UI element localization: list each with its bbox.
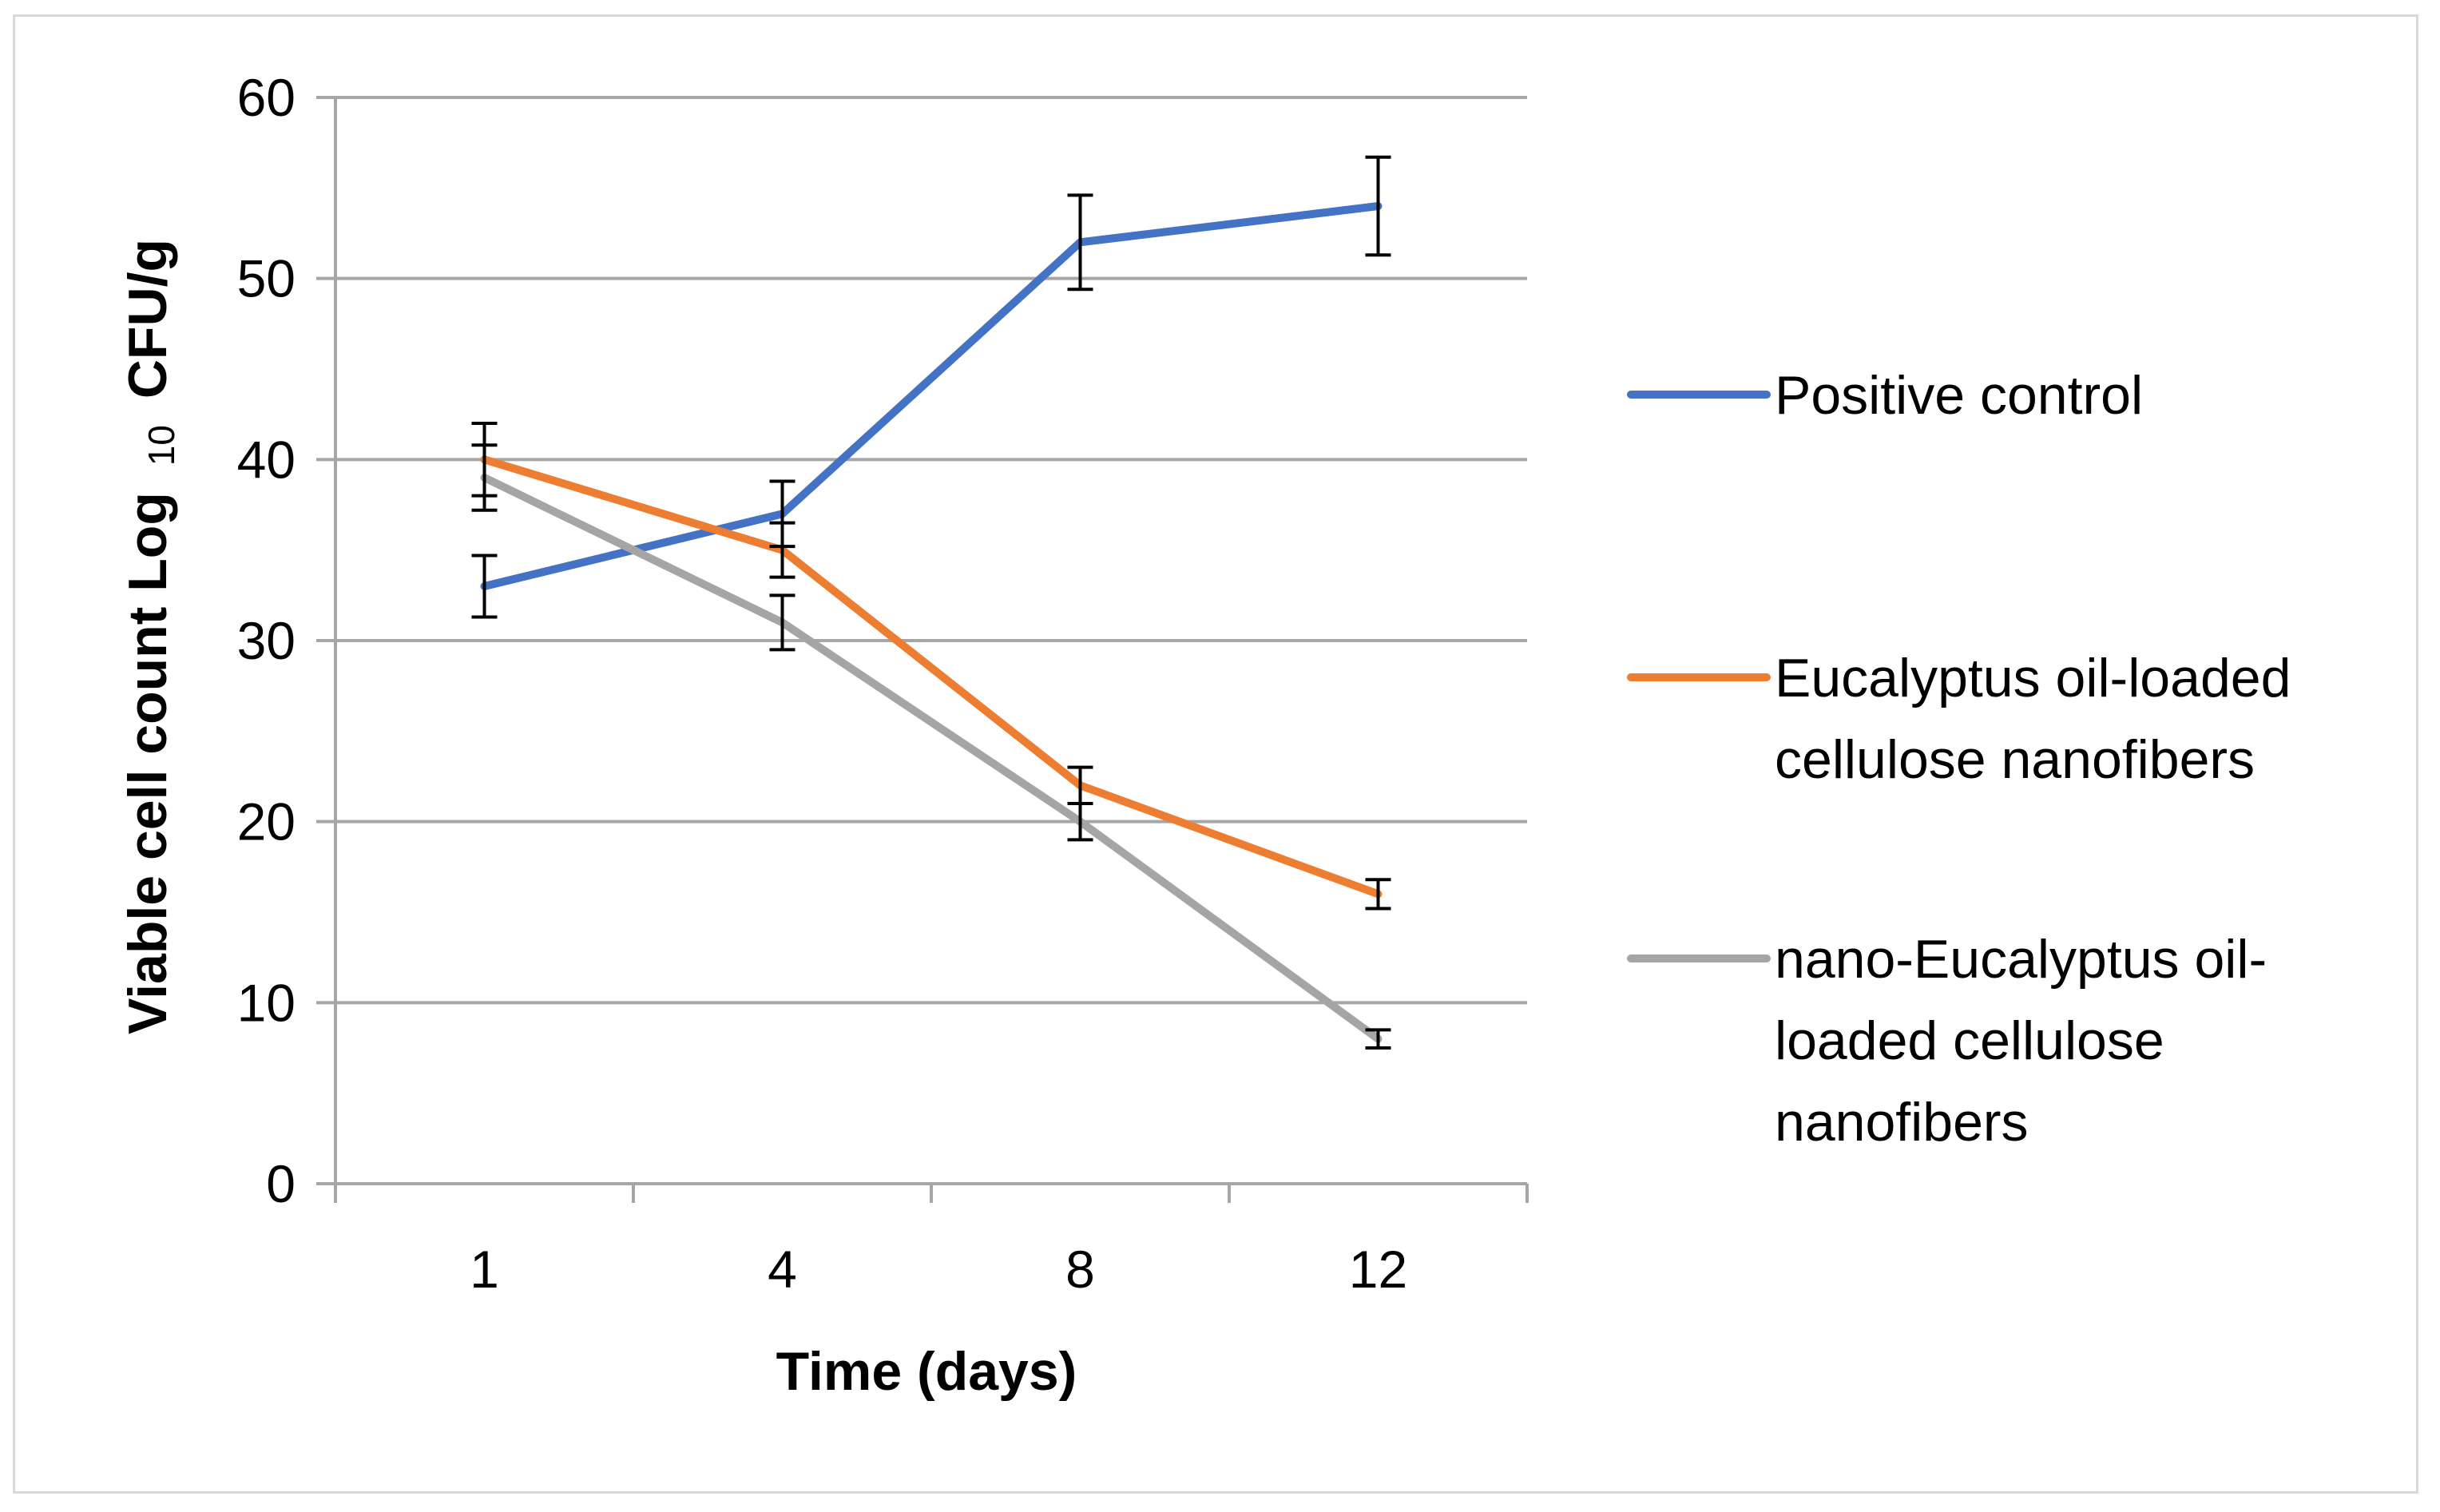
error-bar [1365, 155, 1391, 257]
legend-label: nano-Eucalyptus oil- [1775, 929, 2267, 990]
error-bar [1365, 878, 1391, 911]
legend-item-2: Eucalyptus oil-loaded cellulose nanofiber… [1627, 648, 2291, 790]
error-bar [1365, 1028, 1391, 1050]
error-bar [769, 521, 795, 579]
error-bar [769, 593, 795, 652]
series-line-3 [480, 474, 1383, 1043]
series-group [480, 202, 1383, 1043]
axes [316, 96, 1529, 1203]
legend-label: nanofibers [1775, 1092, 2029, 1153]
x-tick-label: 12 [1349, 1240, 1407, 1299]
x-axis-title: Time (days) [776, 1341, 1077, 1402]
chart-frame [13, 14, 2418, 1494]
legend-item-3: nano-Eucalyptus oil-loaded cellulose nano… [1627, 929, 2267, 1153]
y-axis-title-prefix: Viable cell count Log [117, 492, 178, 1034]
legend-label: Eucalyptus oil-loaded [1775, 648, 2291, 708]
gridlines [335, 96, 1527, 1005]
error-bar [1067, 802, 1093, 842]
legend-label: cellulose nanofibers [1775, 729, 2255, 790]
legend-label: Positive control [1775, 365, 2143, 426]
y-axis-ticks: 0 10 20 30 40 50 60 [237, 68, 296, 1213]
y-tick-label: 20 [237, 792, 296, 851]
y-axis-title-suffix: CFU/g [117, 239, 178, 399]
x-tick-label: 4 [768, 1240, 797, 1299]
y-tick-label: 10 [237, 973, 296, 1032]
series-line-2 [480, 455, 1383, 899]
y-tick-label: 50 [237, 249, 296, 308]
y-tick-label: 0 [266, 1154, 296, 1213]
error-bars [471, 155, 1391, 1050]
error-bar [1067, 193, 1093, 292]
y-axis-title-subscript: 10 [141, 425, 182, 466]
x-axis-ticks: 1 4 8 12 [470, 1240, 1407, 1299]
legend-label: loaded cellulose [1775, 1010, 2164, 1071]
x-tick-label: 8 [1065, 1240, 1095, 1299]
error-bar [471, 554, 498, 619]
y-tick-label: 30 [237, 611, 296, 670]
y-tick-label: 60 [237, 68, 296, 127]
y-tick-label: 40 [237, 430, 296, 489]
x-tick-label: 1 [470, 1240, 499, 1299]
legend: Positive control Eucalyptus oil-loaded cel… [1627, 365, 2291, 1153]
error-bar [471, 443, 498, 512]
legend-item-1: Positive control [1627, 365, 2143, 426]
series-line-1 [480, 202, 1383, 590]
y-axis-title: Viable cell count Log 10 CFU/g [117, 239, 186, 1034]
